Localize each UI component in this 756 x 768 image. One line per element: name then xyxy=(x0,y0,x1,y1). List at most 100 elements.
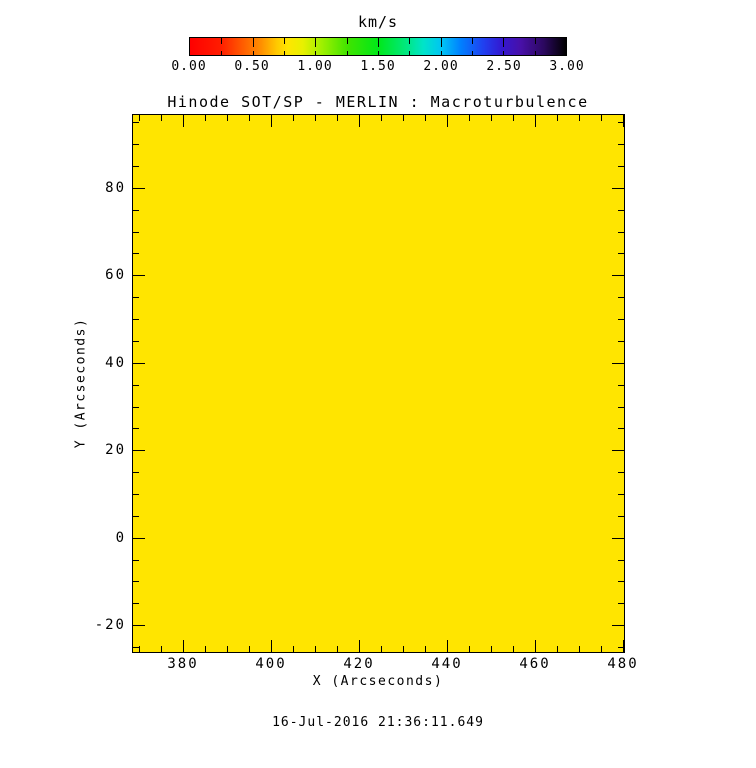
x-axis-tick xyxy=(205,646,206,652)
x-axis-tick xyxy=(579,646,580,652)
y-axis-tick xyxy=(133,516,139,517)
y-tick-label: 80 xyxy=(105,179,126,196)
colorbar-tick xyxy=(409,51,411,55)
x-axis-tick xyxy=(205,115,206,121)
colorbar-tick xyxy=(440,38,442,47)
y-axis-tick xyxy=(618,428,624,429)
y-axis-tick xyxy=(618,341,624,342)
colorbar-tick xyxy=(378,38,379,47)
x-axis-tick xyxy=(359,115,360,127)
colorbar-tick xyxy=(378,51,379,55)
x-axis-label: X (Arcseconds) xyxy=(312,674,444,689)
y-axis-tick xyxy=(618,647,624,648)
x-axis-tick xyxy=(315,646,316,652)
colorbar-tick-label: 1.50 xyxy=(360,59,396,74)
x-tick-label: 480 xyxy=(607,656,639,672)
colorbar-tick xyxy=(534,51,536,55)
y-axis-tick xyxy=(618,494,624,495)
y-axis-tick xyxy=(618,407,624,408)
y-axis-tick xyxy=(133,385,139,386)
y-tick-label: -20 xyxy=(94,617,126,634)
y-axis-tick xyxy=(612,450,624,451)
y-axis-tick xyxy=(133,253,139,254)
x-axis-tick xyxy=(403,115,404,121)
x-axis-tick xyxy=(491,646,492,652)
x-axis-tick xyxy=(293,646,294,652)
plot-area xyxy=(132,114,625,653)
x-tick-label: 380 xyxy=(167,656,199,672)
y-axis-tick xyxy=(618,253,624,254)
x-axis-tick xyxy=(139,115,140,121)
colorbar-tick xyxy=(534,38,536,44)
x-axis-tick xyxy=(381,646,382,652)
y-tick-label: 0 xyxy=(115,529,126,546)
y-axis-tick xyxy=(133,122,139,123)
y-axis-tick xyxy=(612,625,624,626)
x-axis-tick xyxy=(535,115,536,127)
x-axis-tick xyxy=(315,115,316,121)
x-axis-tick xyxy=(557,646,558,652)
x-tick-label: 460 xyxy=(519,656,551,672)
y-axis-tick xyxy=(133,560,139,561)
y-axis-tick xyxy=(618,297,624,298)
y-axis-tick xyxy=(612,275,624,276)
y-axis-tick xyxy=(133,603,139,604)
y-axis-tick xyxy=(133,407,139,408)
colorbar xyxy=(189,37,567,56)
colorbar-tick-label: 0.50 xyxy=(234,59,270,74)
y-axis-tick xyxy=(133,188,145,189)
y-axis-tick xyxy=(618,210,624,211)
y-axis-tick xyxy=(133,363,145,364)
y-axis-tick xyxy=(133,210,139,211)
y-axis-tick xyxy=(618,166,624,167)
y-axis-tick xyxy=(133,625,145,626)
x-axis-tick xyxy=(183,640,184,652)
colorbar-tick xyxy=(472,51,473,55)
y-axis-tick xyxy=(133,494,139,495)
x-axis-tick xyxy=(535,640,536,652)
y-axis-tick xyxy=(618,385,624,386)
x-axis-tick xyxy=(425,115,426,121)
x-axis-tick xyxy=(249,115,250,121)
x-axis-tick xyxy=(601,115,602,121)
x-tick-label: 400 xyxy=(255,656,287,672)
x-axis-tick xyxy=(491,115,492,121)
colorbar-tick xyxy=(221,38,223,44)
y-axis-label: Y (Arcseconds) xyxy=(73,317,89,449)
y-axis-tick xyxy=(612,188,624,189)
y-tick-label: 60 xyxy=(105,267,126,284)
y-axis-tick xyxy=(133,341,139,342)
x-axis-tick xyxy=(337,646,338,652)
y-axis-tick xyxy=(133,166,139,167)
colorbar-tick xyxy=(346,51,348,55)
y-axis-tick xyxy=(133,319,139,320)
colorbar-tick-label: 1.00 xyxy=(297,59,333,74)
y-axis-tick xyxy=(133,581,139,582)
x-axis-tick xyxy=(227,115,228,121)
y-axis-tick xyxy=(618,232,624,233)
x-axis-tick xyxy=(403,646,404,652)
colorbar-tick-label: 2.50 xyxy=(486,59,522,74)
y-axis-tick xyxy=(618,144,624,145)
y-axis-tick xyxy=(133,450,145,451)
x-axis-tick xyxy=(271,640,272,652)
x-axis-tick xyxy=(623,640,624,652)
colorbar-tick xyxy=(472,38,473,44)
x-axis-tick xyxy=(557,115,558,121)
colorbar-tick xyxy=(503,38,505,47)
y-tick-label: 40 xyxy=(105,354,126,371)
x-axis-tick xyxy=(183,115,184,127)
x-axis-tick xyxy=(469,115,470,121)
x-axis-tick xyxy=(513,646,514,652)
y-axis-tick xyxy=(133,232,139,233)
x-axis-tick xyxy=(227,646,228,652)
colorbar-tick-label: 3.00 xyxy=(549,59,585,74)
x-axis-tick xyxy=(425,646,426,652)
x-axis-tick xyxy=(359,640,360,652)
x-axis-tick xyxy=(579,115,580,121)
y-axis-tick xyxy=(133,297,139,298)
x-axis-tick xyxy=(161,115,162,121)
x-axis-tick xyxy=(469,646,470,652)
y-axis-tick xyxy=(612,538,624,539)
x-axis-tick xyxy=(601,646,602,652)
